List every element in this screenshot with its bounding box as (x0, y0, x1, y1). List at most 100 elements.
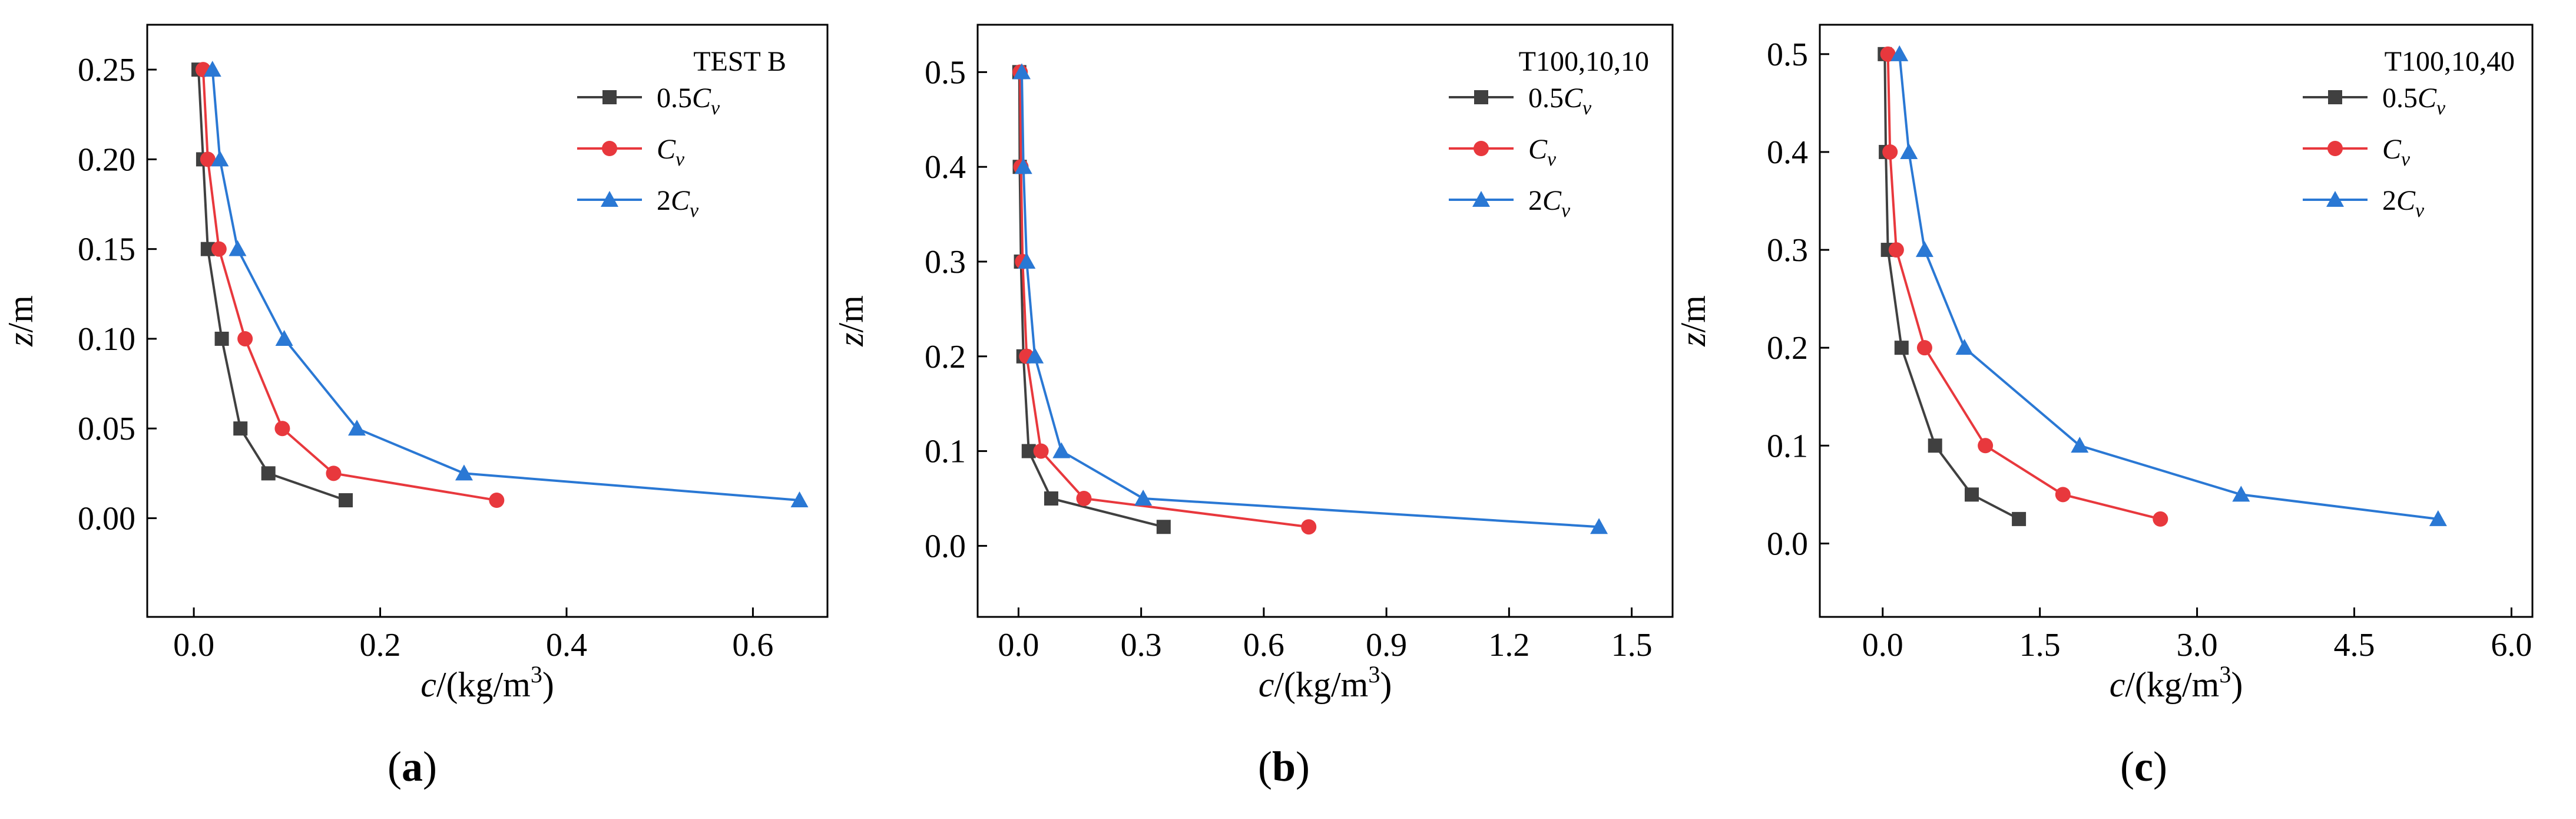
x-axis-label: c/(kg/m3) (2110, 661, 2243, 704)
legend-entry-2Cv: 2Cv (2303, 185, 2425, 222)
x-axis-label-unit: /(kg/m (1274, 665, 1368, 704)
data-point (1076, 491, 1092, 506)
data-point (1915, 241, 1933, 257)
legend-label-var: C (2418, 82, 2437, 114)
x-axis-label-var: c (420, 665, 436, 704)
plot-frame (1819, 24, 2534, 618)
panel-caption: (a) (388, 743, 437, 790)
legend-label-var: C (657, 134, 676, 165)
legend-label-var: C (2396, 185, 2416, 216)
data-point (1978, 438, 1994, 454)
x-tick-label: 0.6 (732, 627, 773, 663)
data-point (275, 329, 293, 346)
x-axis-label-var: c (1259, 665, 1274, 704)
data-point (1900, 143, 1918, 159)
y-axis-label-var: z (832, 332, 870, 346)
legend-label-sub: v (711, 97, 720, 119)
legend-marker (2327, 141, 2343, 156)
data-point (1156, 520, 1171, 534)
x-axis-label-sup: 3 (531, 661, 542, 688)
y-tick-label: 0.05 (78, 411, 135, 447)
x-tick-label: 0.0 (1862, 627, 1903, 663)
legend-label: Cv (1528, 134, 1557, 170)
x-axis-label-var: c (2110, 665, 2125, 704)
legend-label-var: C (692, 82, 711, 114)
series-0.5Cv (191, 62, 353, 508)
y-tick-label: 0.3 (925, 244, 966, 280)
caption-close: ) (1296, 743, 1310, 790)
legend-marker (2328, 90, 2342, 104)
data-point (2012, 511, 2027, 526)
caption-letter: b (1272, 743, 1296, 790)
legend-label-var: C (1542, 185, 1562, 216)
legend-label: 0.5Cv (657, 82, 720, 119)
plot-frame (146, 24, 829, 618)
chart-panel-c: 0.0 1.5 3.0 4.5 6.00.00.10.20.30.40.5c/(kg/m… (1674, 24, 2534, 790)
y-tick-label: 0.4 (925, 149, 966, 186)
data-point (211, 150, 229, 167)
chart-panel-b: 0.0 0.3 0.6 0.9 1.2 1.5 0.0 0.1 0.2 0.3 0.4 0.5 c/(k… (832, 24, 1674, 790)
x-tick-label: 6.0 (2491, 627, 2532, 663)
y-tick-label: 0.2 (1767, 330, 1808, 366)
data-point (1044, 491, 1058, 506)
legend-label-sub: v (2436, 97, 2446, 119)
legend-entry-0.5Cv: 0.5Cv (1449, 82, 1592, 119)
data-point (229, 240, 247, 256)
legend-marker (602, 141, 617, 156)
caption-open: ( (2120, 743, 2134, 790)
y-axis-label-var: z (1674, 332, 1713, 346)
series-line (197, 70, 346, 501)
legend-label-var: C (2382, 134, 2402, 165)
x-axis-label-close: ) (542, 665, 554, 704)
data-point (1916, 340, 1932, 356)
data-point (2429, 510, 2447, 526)
legend-marker (1474, 141, 1489, 156)
series-0.5Cv (1878, 47, 2027, 526)
data-point (1052, 442, 1071, 458)
y-axis-label-unit: /m (1674, 295, 1713, 332)
data-point (2071, 437, 2089, 453)
x-tick-label: 0.4 (546, 627, 587, 663)
y-axis-label-unit: /m (1, 295, 40, 332)
x-tick-label: 1.2 (1488, 627, 1529, 663)
legend-marker (1472, 191, 1490, 207)
legend-label-prefix: 2 (657, 185, 671, 216)
y-tick-label: 0.0 (1767, 526, 1808, 562)
x-tick-label: 1.5 (2019, 627, 2061, 663)
data-point (790, 491, 809, 508)
series-line (1019, 72, 1309, 529)
x-axis-label-sup: 3 (2219, 661, 2231, 688)
legend-marker (2326, 191, 2344, 207)
x-tick-label: 4.5 (2334, 627, 2375, 663)
caption-open: ( (388, 743, 402, 790)
panel-caption: (b) (1258, 743, 1310, 790)
legend-marker (602, 90, 617, 104)
data-point (1880, 46, 1896, 62)
series-2Cv (1012, 63, 1608, 534)
legend-label-sub: v (2401, 148, 2411, 170)
caption-letter: a (402, 743, 423, 790)
plot-frame (976, 24, 1674, 618)
legend-label-prefix: 2 (2382, 185, 2396, 216)
y-tick-label: 0.15 (78, 232, 135, 268)
data-point (237, 331, 253, 346)
y-axis-label: z/m (832, 295, 870, 347)
x-tick-label: 0.0 (173, 627, 214, 663)
data-point (200, 151, 216, 167)
series-Cv (1880, 46, 2168, 527)
x-axis-label-close: ) (2231, 665, 2243, 704)
series-line (201, 70, 497, 502)
legend-label: 2Cv (1528, 185, 1571, 222)
series-line (1883, 54, 2020, 520)
x-tick-label: 0.3 (1121, 627, 1162, 663)
caption-letter: c (2134, 743, 2153, 790)
legend-entry-0.5Cv: 0.5Cv (2303, 82, 2446, 119)
data-point (339, 493, 353, 508)
legend-label: Cv (2382, 134, 2411, 170)
legend-label-var: C (1528, 134, 1548, 165)
x-tick-label: 0.6 (1243, 627, 1284, 663)
x-axis-label: c/(kg/m3) (1259, 661, 1392, 704)
data-point (261, 466, 276, 481)
data-point (2055, 487, 2071, 503)
legend-label-sub: v (690, 200, 699, 222)
